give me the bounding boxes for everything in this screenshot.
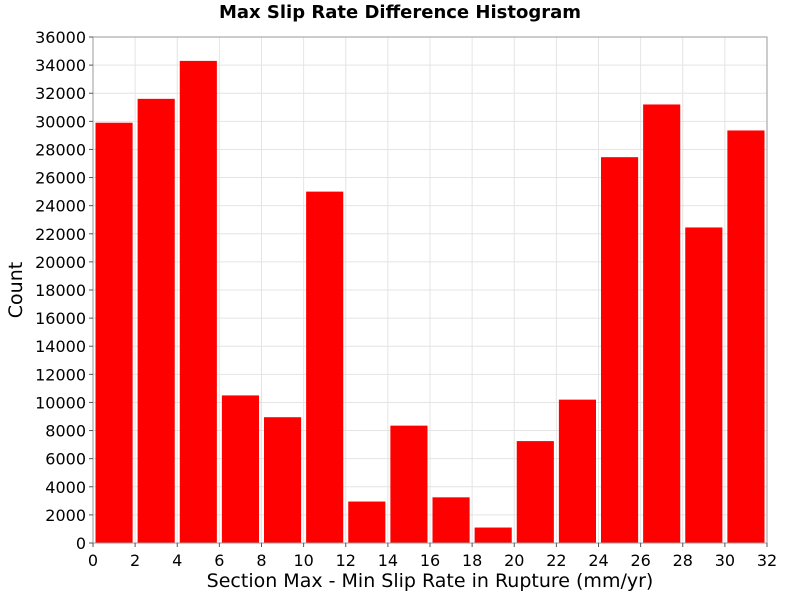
y-tick-label: 28000 <box>35 140 86 159</box>
x-tick-label: 24 <box>588 551 608 570</box>
histogram-bar <box>221 395 259 543</box>
x-tick-label: 26 <box>630 551 650 570</box>
histogram-bar <box>558 399 596 543</box>
x-tick-label: 30 <box>715 551 735 570</box>
x-tick-label: 4 <box>172 551 182 570</box>
x-tick-label: 20 <box>504 551 524 570</box>
x-tick-label: 28 <box>673 551 693 570</box>
y-axis-label: Count <box>5 261 27 319</box>
x-tick-label: 6 <box>214 551 224 570</box>
y-tick-label: 10000 <box>35 393 86 412</box>
x-tick-label: 16 <box>420 551 440 570</box>
histogram-bar <box>306 191 344 543</box>
y-tick-label: 30000 <box>35 112 86 131</box>
y-tick-label: 0 <box>76 534 86 553</box>
y-tick-label: 32000 <box>35 84 86 103</box>
y-tick-label: 36000 <box>35 28 86 47</box>
y-tick-label: 2000 <box>45 506 86 525</box>
y-tick-label: 22000 <box>35 225 86 244</box>
y-tick-label: 24000 <box>35 197 86 216</box>
histogram-bar <box>348 501 386 543</box>
y-tick-label: 14000 <box>35 337 86 356</box>
y-tick-label: 26000 <box>35 169 86 188</box>
x-tick-label: 14 <box>378 551 398 570</box>
y-tick-label: 8000 <box>45 422 86 441</box>
y-tick-label: 6000 <box>45 450 86 469</box>
y-tick-label: 18000 <box>35 281 86 300</box>
x-tick-label: 10 <box>293 551 313 570</box>
x-tick-label: 2 <box>130 551 140 570</box>
histogram-bar <box>390 425 428 543</box>
chart-title: Max Slip Rate Difference Histogram <box>218 2 581 23</box>
histogram-bar <box>685 227 723 544</box>
y-tick-label: 4000 <box>45 478 86 497</box>
histogram-bar <box>137 98 175 543</box>
y-tick-label: 12000 <box>35 365 86 384</box>
histogram-bar <box>474 527 512 543</box>
histogram-bar <box>727 130 765 543</box>
x-axis-label: Section Max - Min Slip Rate in Rupture (… <box>206 570 654 592</box>
x-tick-label: 12 <box>336 551 356 570</box>
x-tick-label: 22 <box>546 551 566 570</box>
y-tick-label: 20000 <box>35 253 86 272</box>
y-tick-label: 16000 <box>35 309 86 328</box>
x-tick-label: 0 <box>88 551 98 570</box>
histogram-bar <box>643 104 681 543</box>
histogram-bar <box>95 122 133 543</box>
histogram-bar <box>179 60 217 544</box>
x-tick-label: 18 <box>462 551 482 570</box>
y-tick-label: 34000 <box>35 56 86 75</box>
x-tick-label: 32 <box>757 551 777 570</box>
histogram-bar <box>601 157 639 544</box>
histogram-bar <box>516 441 554 543</box>
histogram-bar <box>432 497 470 543</box>
x-tick-label: 8 <box>256 551 266 570</box>
histogram-bar <box>264 417 302 543</box>
